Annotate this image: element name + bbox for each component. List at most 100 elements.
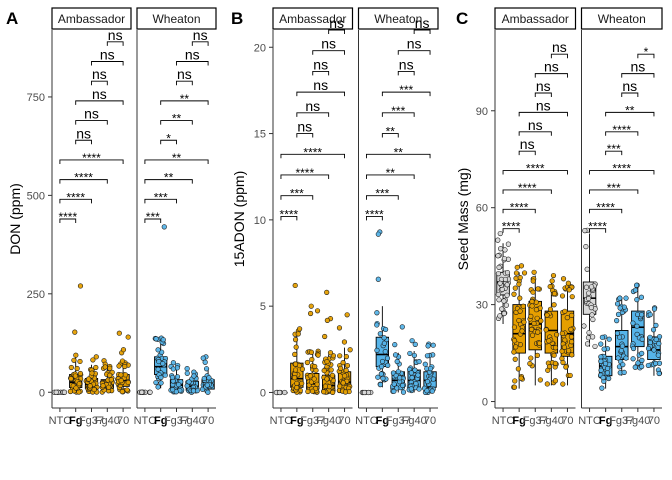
x-tick-label: Fg37 bbox=[523, 415, 548, 427]
data-point bbox=[190, 388, 197, 394]
box-fg37: Fg37 bbox=[164, 360, 189, 427]
x-tick-label: NTC bbox=[492, 415, 515, 427]
data-point bbox=[533, 307, 539, 313]
significance-bracket: *** bbox=[381, 83, 431, 97]
data-point bbox=[503, 302, 510, 308]
data-point bbox=[501, 256, 508, 262]
data-point bbox=[511, 349, 517, 355]
data-point bbox=[292, 361, 299, 367]
data-point bbox=[581, 323, 587, 329]
data-point bbox=[560, 359, 566, 366]
data-point bbox=[118, 378, 124, 384]
data-point bbox=[635, 360, 641, 366]
data-point bbox=[71, 357, 77, 363]
significance-label: ns bbox=[193, 27, 208, 43]
data-point bbox=[560, 381, 566, 387]
data-point bbox=[416, 386, 422, 392]
data-point bbox=[338, 365, 344, 371]
data-point bbox=[102, 364, 108, 370]
y-tick-label: 750 bbox=[27, 92, 45, 104]
significance-label: **** bbox=[596, 200, 615, 214]
panel-letter: B bbox=[231, 9, 243, 28]
significance-bracket: *** bbox=[605, 142, 623, 156]
data-point bbox=[568, 334, 575, 340]
data-point bbox=[496, 264, 502, 270]
data-point bbox=[381, 340, 387, 346]
data-point bbox=[344, 312, 350, 318]
data-point bbox=[324, 376, 330, 382]
data-point bbox=[184, 366, 190, 372]
data-point bbox=[547, 306, 554, 312]
significance-label: **** bbox=[82, 151, 101, 165]
x-tick-label: Fg bbox=[69, 415, 82, 427]
significance-label: ns bbox=[185, 47, 200, 63]
data-point bbox=[314, 381, 320, 387]
significance-label: **** bbox=[588, 220, 607, 234]
bracket-line bbox=[502, 189, 552, 194]
y-tick-label: 30 bbox=[476, 300, 488, 312]
facet-wheaton: WheatonNTCFgFg37Fg4070***************nsn… bbox=[134, 7, 217, 427]
bracket-line bbox=[397, 50, 431, 55]
data-point bbox=[153, 336, 159, 342]
facet-wheaton: WheatonNTCFgFg37Fg4070******************… bbox=[355, 7, 439, 427]
data-point bbox=[292, 367, 299, 373]
data-point bbox=[384, 355, 391, 361]
significance-label: **** bbox=[502, 220, 521, 234]
data-point bbox=[377, 331, 383, 337]
significance-bracket: **** bbox=[589, 200, 623, 214]
panel-letter: A bbox=[6, 9, 18, 28]
significance-label: ns bbox=[528, 117, 543, 133]
data-point bbox=[158, 380, 164, 386]
data-point bbox=[495, 291, 501, 298]
box-fg: Fg bbox=[598, 334, 613, 427]
data-point bbox=[162, 372, 168, 378]
data-point bbox=[549, 278, 555, 284]
data-point bbox=[495, 253, 501, 259]
data-point bbox=[381, 335, 387, 341]
data-point bbox=[590, 316, 596, 323]
data-point bbox=[638, 294, 645, 300]
data-point bbox=[89, 370, 95, 376]
significance-bracket: ns bbox=[75, 106, 108, 125]
x-tick-label: Fg40 bbox=[402, 415, 427, 427]
data-point bbox=[430, 376, 436, 382]
bracket-line bbox=[91, 61, 124, 66]
data-point bbox=[513, 344, 519, 350]
bracket-line bbox=[366, 174, 415, 179]
significance-bracket: **** bbox=[502, 200, 536, 214]
data-point bbox=[565, 280, 571, 286]
significance-label: ns bbox=[305, 98, 320, 114]
significance-label: **** bbox=[280, 207, 299, 221]
bracket-line bbox=[502, 208, 536, 214]
data-point bbox=[341, 339, 348, 345]
data-point bbox=[379, 358, 386, 365]
data-point bbox=[512, 356, 518, 362]
data-point bbox=[534, 352, 541, 358]
significance-label: *** bbox=[290, 187, 304, 201]
data-point bbox=[116, 363, 122, 369]
data-point bbox=[72, 329, 78, 335]
x-tick-label: Fg40 bbox=[95, 415, 120, 427]
bracket-line bbox=[59, 159, 124, 164]
bracket-line bbox=[296, 133, 314, 138]
data-point bbox=[655, 352, 661, 358]
data-point bbox=[400, 382, 406, 389]
bracket-line bbox=[144, 218, 162, 223]
data-point bbox=[599, 385, 605, 391]
box-fg70: 70 bbox=[559, 276, 576, 427]
data-point bbox=[347, 347, 353, 353]
significance-label: **** bbox=[365, 207, 384, 221]
significance-bracket: ns bbox=[518, 97, 568, 117]
data-point bbox=[502, 276, 509, 283]
bracket-line bbox=[605, 131, 639, 136]
bracket-line bbox=[160, 120, 193, 125]
significance-bracket: * bbox=[637, 45, 655, 59]
bracket-line bbox=[502, 228, 520, 233]
data-point bbox=[299, 366, 306, 372]
significance-bracket: **** bbox=[58, 210, 77, 224]
data-point bbox=[391, 381, 397, 387]
box-fg40: Fg40 bbox=[402, 338, 427, 427]
data-point bbox=[504, 270, 511, 276]
data-point bbox=[409, 375, 415, 381]
